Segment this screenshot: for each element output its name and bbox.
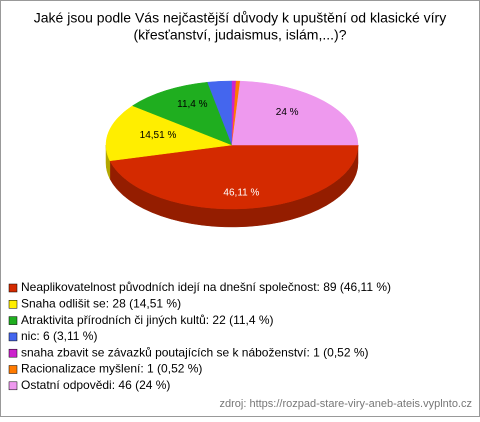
- slice: [131, 81, 233, 146]
- legend-swatch: [8, 283, 18, 293]
- data-label: 46,11 %: [223, 187, 259, 198]
- legend-swatch: [8, 300, 18, 309]
- legend-label: nic: 6 (3,11 %): [21, 329, 97, 343]
- slice: [231, 80, 359, 146]
- legend-swatch: [8, 348, 18, 358]
- legend-swatch: [8, 365, 18, 374]
- legend-label: Neaplikovatelnost původních idejí na dne…: [21, 280, 391, 294]
- data-label: 14,51 %: [140, 130, 177, 141]
- chart-title: (křesťanství, judaismus, islám,...)?: [134, 27, 347, 43]
- legend-swatch: [8, 316, 18, 325]
- slice: [105, 105, 233, 162]
- legend-label: Ostatní odpovědi: 46 (24 %): [21, 378, 170, 392]
- legend-label: Snaha odlišit se: 28 (14,51 %): [21, 296, 181, 310]
- data-label: 24 %: [276, 107, 299, 118]
- legend-label: Atraktivita přírodních či jiných kultů: …: [21, 313, 274, 327]
- legend-swatch: [8, 381, 18, 391]
- slice: [109, 144, 359, 210]
- legend-label: snaha zbavit se závazků poutajících se k…: [21, 345, 369, 359]
- data-label: 11,4 %: [177, 99, 207, 110]
- legend-label: Racionalizace myšlení: 1 (0,52 %): [21, 362, 202, 376]
- chart-title: Jaké jsou podle Vás nejčastější důvody k…: [34, 10, 446, 26]
- legend-swatch: [8, 332, 18, 342]
- source: zdroj: https://rozpad-stare-viry-aneb-at…: [220, 398, 473, 410]
